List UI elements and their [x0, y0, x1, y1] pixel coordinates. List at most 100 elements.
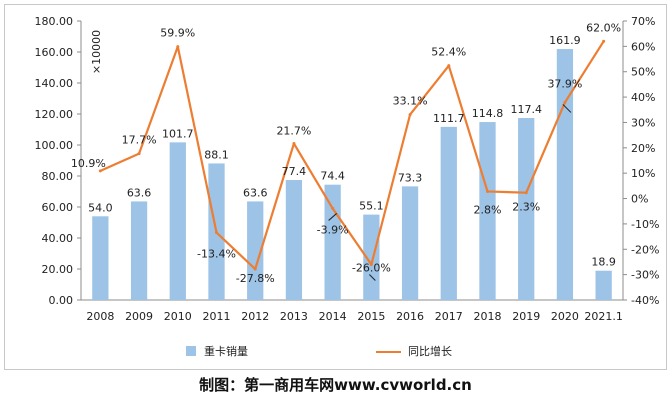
growth-point — [369, 262, 373, 266]
x-tick-label: 2008 — [86, 310, 114, 323]
leader-line — [562, 104, 572, 113]
growth-point — [524, 191, 528, 195]
x-tick-label: 2014 — [319, 310, 347, 323]
growth-value-label: 62.0% — [586, 21, 621, 34]
bar — [363, 214, 380, 300]
growth-value-label: 37.9% — [547, 77, 582, 90]
left-tick-label: 40.00 — [42, 232, 74, 245]
bar — [595, 270, 612, 300]
x-tick-label: 2020 — [551, 310, 579, 323]
bar-value-label: 63.6 — [127, 186, 152, 199]
bar-value-label: 73.3 — [398, 171, 423, 184]
right-tick-label: -40% — [631, 294, 659, 307]
growth-point — [331, 206, 335, 210]
bar-value-label: 161.9 — [549, 34, 581, 47]
right-tick-label: 60% — [631, 40, 655, 53]
x-tick-label: 2016 — [396, 310, 424, 323]
growth-point — [137, 152, 141, 156]
left-tick-label: 100.00 — [35, 139, 74, 152]
left-tick-label: 0.00 — [49, 294, 74, 307]
growth-value-label: -26.0% — [352, 261, 391, 274]
bar-value-label: 54.0 — [88, 201, 113, 214]
bar — [169, 142, 186, 300]
bar — [479, 122, 496, 300]
growth-value-label: 59.9% — [160, 27, 195, 40]
growth-point — [98, 169, 102, 173]
x-tick-label: 2012 — [241, 310, 269, 323]
x-tick-label: 2013 — [280, 310, 308, 323]
growth-point — [563, 100, 567, 104]
bar-value-label: 18.9 — [591, 256, 616, 269]
growth-line — [99, 40, 605, 271]
leader-line — [328, 213, 337, 221]
growth-value-label: 10.9% — [71, 157, 106, 170]
right-tick-label: 20% — [631, 142, 655, 155]
right-tick-label: 0% — [631, 193, 648, 206]
growth-value-label: 21.7% — [276, 125, 311, 138]
x-tick-label: 2015 — [357, 310, 385, 323]
x-tick-label: 2021.1 — [584, 310, 623, 323]
x-tick-label: 2010 — [164, 310, 192, 323]
bar-value-label: 101.7 — [162, 127, 194, 140]
x-tick-label: 2011 — [203, 310, 231, 323]
growth-point — [176, 45, 180, 49]
right-tick-label: 50% — [631, 66, 655, 79]
chart-credit: 制图：第一商用车网www.cvworld.cn — [199, 376, 472, 394]
x-tick-label: 2018 — [474, 310, 502, 323]
bar-value-label: 55.1 — [359, 200, 384, 213]
growth-value-label: 52.4% — [431, 46, 466, 59]
left-tick-label: 140.00 — [35, 77, 74, 90]
growth-value-label: 33.1% — [393, 95, 428, 108]
growth-value-label: -3.9% — [317, 223, 349, 236]
bar — [324, 184, 341, 300]
left-tick-label: 180.00 — [35, 15, 74, 28]
bar-value-label: 74.4 — [320, 170, 345, 183]
growth-value-label: 2.8% — [474, 203, 502, 216]
growth-point — [602, 39, 606, 43]
legend-bar-label: 重卡销量 — [204, 344, 248, 358]
bar-value-label: 117.4 — [510, 103, 542, 116]
bar — [285, 180, 303, 300]
bar — [440, 126, 457, 301]
x-tick-label: 2017 — [435, 310, 463, 323]
bar — [92, 216, 109, 300]
growth-point — [292, 142, 296, 146]
growth-value-label: -13.4% — [197, 248, 236, 261]
left-tick-label: 160.00 — [35, 46, 74, 59]
left-tick-label: 120.00 — [35, 108, 74, 121]
growth-point — [253, 267, 257, 271]
x-tick-label: 2009 — [125, 310, 153, 323]
x-tick-label: 2019 — [512, 310, 540, 323]
right-tick-label: -30% — [631, 269, 659, 282]
left-tick-label: 20.00 — [42, 263, 74, 276]
right-tick-label: 70% — [631, 15, 655, 28]
right-tick-label: -10% — [631, 218, 659, 231]
bar — [247, 201, 264, 300]
right-tick-label: 10% — [631, 167, 655, 180]
bar — [401, 186, 419, 300]
growth-point — [447, 64, 451, 68]
growth-point — [215, 231, 218, 235]
bar-value-label: 77.4 — [282, 165, 307, 178]
bar-value-label: 88.1 — [204, 148, 229, 161]
left-tick-label: 60.00 — [42, 201, 74, 214]
right-tick-label: -20% — [631, 243, 659, 256]
legend-line-label: 同比增长 — [408, 344, 452, 358]
right-tick-label: 30% — [631, 116, 655, 129]
growth-point — [486, 189, 489, 193]
unit-label: ×10000 — [90, 30, 103, 74]
growth-value-label: -27.8% — [236, 272, 275, 285]
growth-point — [408, 113, 412, 117]
bar — [518, 118, 535, 300]
right-tick-label: 40% — [631, 91, 655, 104]
growth-value-label: 17.7% — [122, 134, 157, 147]
bar-value-label: 114.8 — [472, 107, 504, 120]
bar-value-label: 111.7 — [433, 112, 465, 125]
legend-bar-swatch — [186, 346, 196, 356]
left-tick-label: 80.00 — [42, 170, 74, 183]
bar-value-label: 63.6 — [243, 186, 268, 199]
bar — [130, 201, 148, 300]
leader-line — [369, 274, 376, 281]
growth-value-label: 2.3% — [512, 201, 540, 214]
